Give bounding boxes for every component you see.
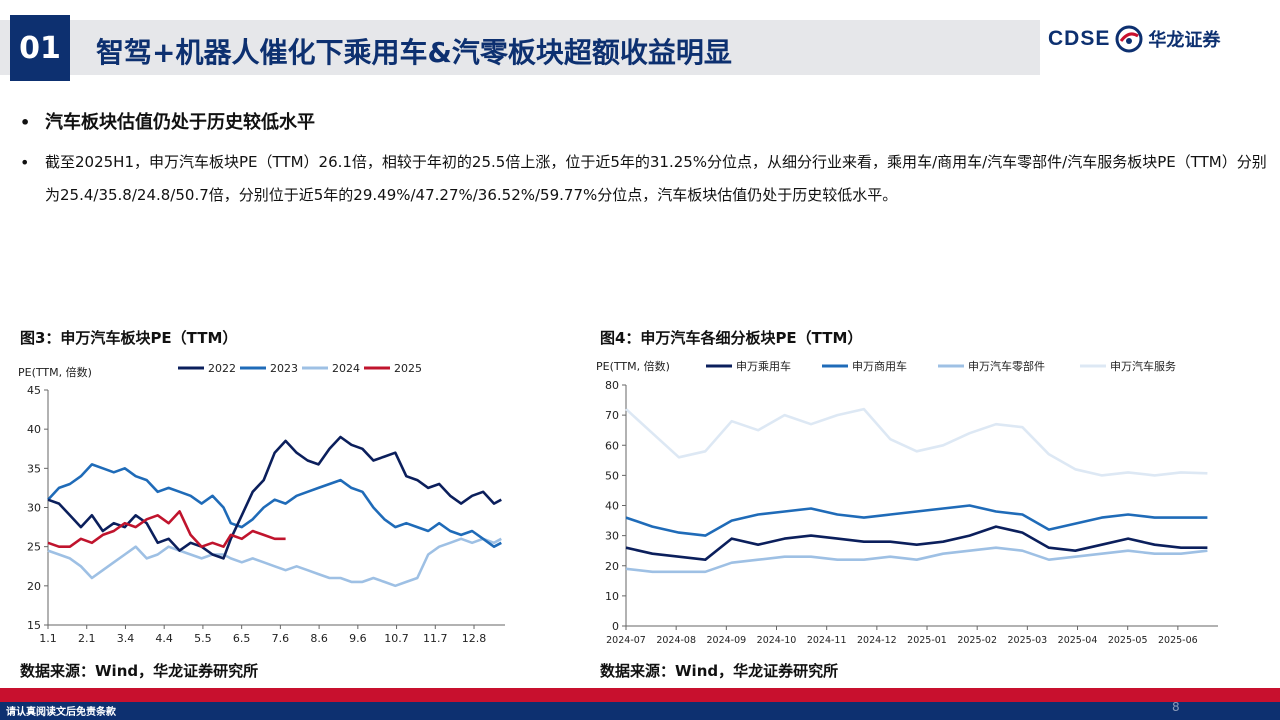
- x-tick-label: 3.4: [117, 632, 135, 645]
- legend-label-4: 2025: [394, 362, 422, 375]
- y-tick-label: 40: [605, 500, 619, 513]
- x-tick-label: 7.6: [272, 632, 290, 645]
- legend-label-1: 2022: [208, 362, 236, 375]
- x-tick-label: 12.8: [462, 632, 487, 645]
- legend-label-1: 申万乘用车: [736, 359, 791, 373]
- y-tick-label: 60: [605, 439, 619, 452]
- y-tick-label: 25: [27, 541, 41, 554]
- header-bar: [0, 20, 1040, 75]
- y-tick-label: 50: [605, 469, 619, 482]
- footer-blue-bar: [0, 702, 1280, 720]
- x-tick-label: 9.6: [349, 632, 367, 645]
- page-title: 智驾+机器人催化下乘用车&汽零板块超额收益明显: [96, 36, 732, 69]
- x-tick-label: 8.6: [310, 632, 328, 645]
- figure4-title: 图4：申万汽车各细分板块PE（TTM）: [600, 329, 863, 347]
- x-tick-label: 2025-01: [907, 635, 947, 646]
- chart-subsector-pe: PE(TTM, 倍数) 申万乘用车 申万商用车 申万汽车零部件 申万汽车服务 0 10 20 3…: [596, 359, 1218, 646]
- figure3-source: 数据来源：Wind，华龙证券研究所: [20, 662, 259, 680]
- company-logo: CDSE 华龙证券: [1048, 24, 1220, 54]
- legend-label-2: 申万商用车: [852, 359, 907, 373]
- series-line-2025: [47, 510, 286, 548]
- x-tick-label: 2025-05: [1108, 635, 1148, 646]
- x-tick-label: 5.5: [194, 632, 212, 645]
- chart-sector-pe: PE(TTM, 倍数) 2022 2023 2024 20251520253035404…: [18, 362, 505, 645]
- series-line-2023: [47, 463, 502, 548]
- x-tick-label: 2025-06: [1158, 635, 1198, 646]
- x-tick-label: 10.7: [384, 632, 409, 645]
- bullet-dot-icon: •: [20, 153, 30, 172]
- series-line-申万乘用车: [625, 525, 1208, 561]
- bullet-body-text: 截至2025H1，申万汽车板块PE（TTM）26.1倍，相较于年初的25.5倍上…: [45, 153, 1267, 204]
- x-tick-label: 2.1: [78, 632, 96, 645]
- y-tick-label: 70: [605, 409, 619, 422]
- x-tick-label: 2024-07: [606, 635, 646, 646]
- footer-red-bar: [0, 688, 1280, 702]
- y-tick-label: 30: [27, 502, 41, 515]
- y-tick-label: 35: [27, 462, 41, 475]
- x-tick-label: 2024-11: [807, 635, 847, 646]
- x-tick-label: 2024-09: [706, 635, 746, 646]
- bullet-body: • 截至2025H1，申万汽车板块PE（TTM）26.1倍，相较于年初的25.5…: [20, 146, 1270, 212]
- footer-disclaimer: 请认真阅读文后免责条款: [6, 707, 116, 718]
- page-number: 8: [1172, 700, 1180, 714]
- x-tick-label: 2024-12: [857, 635, 897, 646]
- x-tick-label: 1.1: [39, 632, 57, 645]
- y-tick-label: 45: [27, 384, 41, 397]
- x-tick-label: 2024-08: [656, 635, 696, 646]
- series-line-2024: [47, 537, 502, 588]
- bullet-heading: • 汽车板块估值仍处于历史较低水平: [20, 108, 1270, 138]
- series-line-申万商用车: [625, 504, 1208, 537]
- series-line-申万汽车服务: [625, 407, 1208, 477]
- y-tick-label: 20: [605, 560, 619, 573]
- series-line-申万汽车零部件: [625, 546, 1208, 574]
- y-axis-label: PE(TTM, 倍数): [596, 359, 670, 373]
- legend-label-4: 申万汽车服务: [1110, 359, 1176, 373]
- y-tick-label: 15: [27, 619, 41, 632]
- logo-name: 华龙证券: [1148, 30, 1221, 51]
- logo-emblem-icon: [1115, 25, 1143, 53]
- y-tick-label: 80: [605, 379, 619, 392]
- x-tick-label: 4.4: [155, 632, 173, 645]
- bullet-dot-icon: •: [20, 113, 31, 132]
- y-tick-label: 0: [612, 620, 619, 633]
- x-tick-label: 6.5: [233, 632, 251, 645]
- bullet-list: • 汽车板块估值仍处于历史较低水平 • 截至2025H1，申万汽车板块PE（TT…: [20, 108, 1270, 212]
- y-axis-label: PE(TTM, 倍数): [18, 365, 92, 379]
- y-tick-label: 40: [27, 423, 41, 436]
- logo-code: CDSE: [1048, 27, 1111, 50]
- x-tick-label: 2025-02: [957, 635, 997, 646]
- y-tick-label: 10: [605, 590, 619, 603]
- figure4-source: 数据来源：Wind，华龙证券研究所: [600, 662, 839, 680]
- x-tick-label: 11.7: [423, 632, 448, 645]
- bullet-heading-text: 汽车板块估值仍处于历史较低水平: [45, 112, 315, 133]
- legend-label-3: 2024: [332, 362, 360, 375]
- figure3-title: 图3：申万汽车板块PE（TTM）: [20, 329, 238, 347]
- y-tick-label: 30: [605, 530, 619, 543]
- legend-label-3: 申万汽车零部件: [968, 359, 1045, 373]
- x-tick-label: 2025-03: [1008, 635, 1048, 646]
- y-tick-label: 20: [27, 580, 41, 593]
- section-number: 01: [10, 15, 70, 81]
- legend-label-2: 2023: [270, 362, 298, 375]
- x-tick-label: 2024-10: [757, 635, 797, 646]
- series-line-2022: [47, 435, 502, 560]
- x-tick-label: 2025-04: [1058, 635, 1098, 646]
